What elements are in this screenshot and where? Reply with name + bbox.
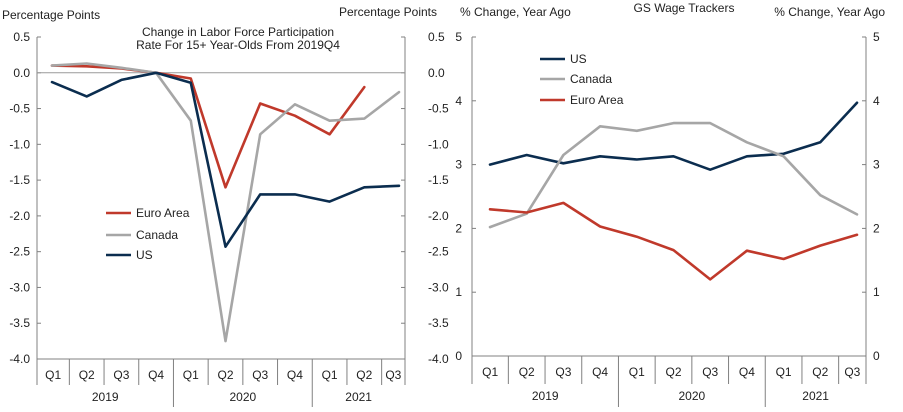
- y-axis-title-right: % Change, Year Ago: [774, 5, 885, 19]
- y-tick-label-right: 0.5: [428, 30, 445, 44]
- x-tick-label: Q1: [183, 368, 199, 382]
- series-line-canada: [50, 62, 401, 343]
- legend-label-euro-area: Euro Area: [570, 93, 624, 107]
- y-tick-label-left: 1: [455, 285, 462, 299]
- legend-label-canada: Canada: [570, 72, 612, 86]
- year-label: 2019: [532, 389, 559, 403]
- y-tick-label-left: -2.0: [9, 209, 30, 223]
- chart-title-line: GS Wage Trackers: [634, 1, 735, 15]
- x-tick-label: Q3: [702, 365, 718, 379]
- y-tick-label-left: 0: [455, 349, 462, 363]
- x-tick-label: Q4: [592, 365, 608, 379]
- chart-title-line: Rate For 15+ Year-Olds From 2019Q4: [136, 38, 340, 52]
- year-label: 2021: [345, 390, 372, 404]
- y-tick-label-right: -4.0: [428, 352, 449, 366]
- series-line-canada: [488, 121, 859, 229]
- y-tick-label-right: 5: [873, 30, 880, 44]
- legend-label-us: US: [570, 52, 587, 66]
- y-tick-label-left: 0.0: [13, 66, 30, 80]
- year-label: 2020: [678, 389, 705, 403]
- y-tick-label-left: -3.0: [9, 280, 30, 294]
- x-tick-label: Q2: [356, 368, 372, 382]
- wage-tracker-panel: 5 5 4 4 3 3 2 2 1 1 0 0 % Change, Year Ago % Change, …: [455, 1, 885, 407]
- x-tick-label: Q1: [482, 365, 498, 379]
- series-line-us: [50, 71, 401, 248]
- x-tick-label: Q4: [739, 365, 755, 379]
- x-tick-label: Q3: [844, 365, 860, 379]
- y-tick-label-left: -4.0: [9, 352, 30, 366]
- y-tick-label-right: 0.0: [428, 66, 445, 80]
- y-tick-label-left: 5: [455, 30, 462, 44]
- y-tick-label-left: 3: [455, 158, 462, 172]
- y-tick-label-right: -3.0: [428, 280, 449, 294]
- x-tick-label: Q2: [79, 368, 95, 382]
- x-tick-label: Q3: [385, 368, 401, 382]
- y-tick-label-left: 2: [455, 221, 462, 235]
- x-tick-label: Q2: [812, 365, 828, 379]
- y-tick-label-left: -1.0: [9, 137, 30, 151]
- x-tick-label: Q4: [287, 368, 303, 382]
- y-tick-label-left: -2.5: [9, 245, 30, 259]
- year-label: 2020: [229, 390, 256, 404]
- y-tick-label-right: 3: [873, 158, 880, 172]
- y-tick-label-left: -1.5: [9, 173, 30, 187]
- x-tick-label: Q1: [629, 365, 645, 379]
- legend-label-canada: Canada: [136, 228, 178, 242]
- y-tick-label-right: -0.5: [428, 102, 449, 116]
- y-tick-label-left: -3.5: [9, 316, 30, 330]
- x-tick-label: Q1: [45, 368, 61, 382]
- x-tick-label: Q1: [776, 365, 792, 379]
- legend-label-euro-area: Euro Area: [136, 206, 190, 220]
- y-tick-label-right: 0: [873, 349, 880, 363]
- year-label: 2021: [802, 389, 829, 403]
- x-tick-label: Q3: [252, 368, 268, 382]
- x-tick-label: Q3: [113, 368, 129, 382]
- y-tick-label-right: -2.5: [428, 245, 449, 259]
- y-axis-title-right: Percentage Points: [339, 5, 437, 19]
- series-line-us: [488, 101, 859, 171]
- y-tick-label-right: -1.5: [428, 173, 449, 187]
- x-tick-label: Q2: [665, 365, 681, 379]
- x-tick-label: Q2: [519, 365, 535, 379]
- y-tick-label-right: 1: [873, 285, 880, 299]
- series-line-euro-area: [50, 64, 366, 189]
- y-tick-label-right: -2.0: [428, 209, 449, 223]
- y-tick-label-left: 0.5: [13, 30, 30, 44]
- y-axis-title-left: Percentage Points: [2, 8, 100, 22]
- labor-force-panel: 0.5 0.5 0.0 0.0 -0.5 -0.5 -1.0 -1.0 -1.5 -1.5 -2.0…: [2, 5, 449, 407]
- y-tick-label-right: 2: [873, 221, 880, 235]
- x-tick-label: Q2: [217, 368, 233, 382]
- year-label: 2019: [92, 390, 119, 404]
- y-axis-title-left: % Change, Year Ago: [460, 5, 571, 19]
- x-tick-label: Q3: [555, 365, 571, 379]
- x-tick-label: Q4: [148, 368, 164, 382]
- legend-label-us: US: [136, 248, 153, 262]
- x-tick-label: Q1: [322, 368, 338, 382]
- y-tick-label-left: 4: [455, 94, 462, 108]
- y-tick-label-right: -3.5: [428, 316, 449, 330]
- chart-title-line: Change in Labor Force Participation: [142, 25, 334, 39]
- y-tick-label-left: -0.5: [9, 102, 30, 116]
- y-tick-label-right: 4: [873, 94, 880, 108]
- series-line-euro-area: [488, 201, 859, 281]
- y-tick-label-right: -1.0: [428, 137, 449, 151]
